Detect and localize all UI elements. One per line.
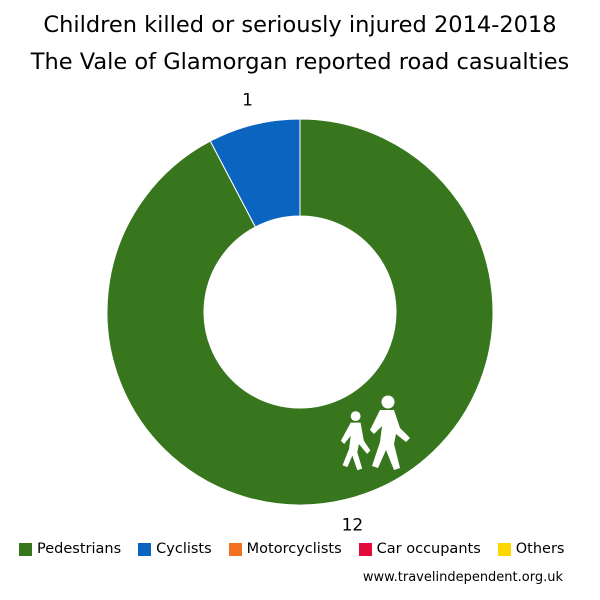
legend-swatch [358,542,372,556]
legend-label: Pedestrians [37,541,122,557]
legend-label: Motorcyclists [246,541,342,557]
children-crossing-icon [340,395,410,471]
legend-swatch [138,542,152,556]
data-label-cyclists: 1 [242,90,253,110]
slice-cyclists [209,118,301,228]
legend-label: Car occupants [376,541,481,557]
source-credit: www.travelindependent.org.uk [362,570,563,585]
legend-item-motorcyclists: Motorcyclists [228,541,342,557]
legend-item-others: Others [497,541,565,557]
data-label-pedestrians: 12 [342,516,364,536]
slice-pedestrians [106,118,494,506]
legend-swatch [497,542,511,556]
legend-item-pedestrians: Pedestrians [19,541,121,557]
chart-title: Children killed or seriously injured 201… [43,12,557,38]
legend-swatch [19,542,32,556]
legend-swatch [228,542,242,556]
legend-item-cyclists: Cyclists [138,541,212,557]
legend-label: Cyclists [156,541,212,557]
legend: Pedestrians Cyclists Motorcyclists Car occu… [19,541,599,557]
chart-subtitle: The Vale of Glamorgan reported road casu… [30,49,570,75]
legend-item-car-occupants: Car occupants [358,541,481,557]
legend-label: Others [515,541,565,557]
